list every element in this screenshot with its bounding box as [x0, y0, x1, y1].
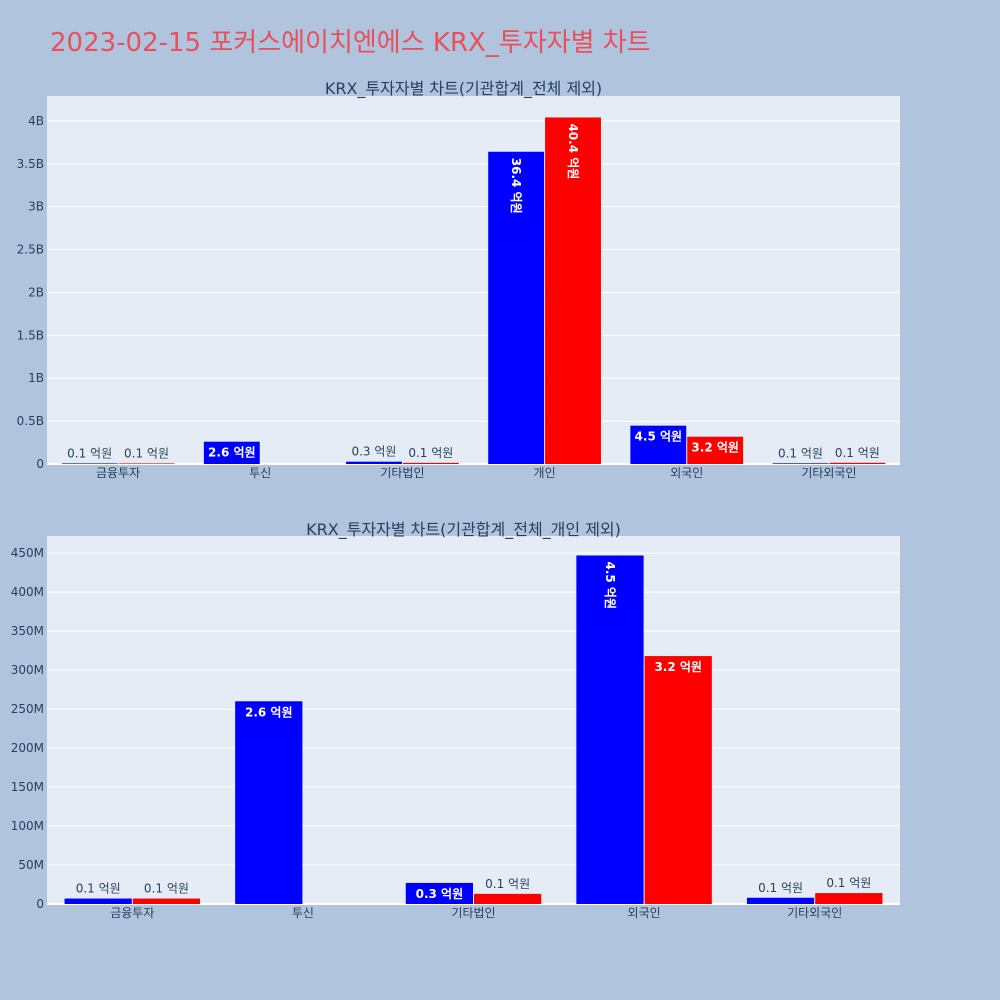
- bar-value-label: 0.1 억원: [67, 446, 112, 460]
- y-tick-label: 150M: [11, 780, 44, 794]
- bar-value-label: 0.1 억원: [485, 877, 530, 891]
- bar: [772, 463, 829, 464]
- y-tick-label: 450M: [11, 546, 44, 560]
- y-tick-label: 0.5B: [17, 414, 44, 428]
- bar: [235, 701, 303, 904]
- x-tick-label: 금융투자: [110, 906, 154, 920]
- bar: [576, 555, 644, 904]
- y-tick-label: 3B: [28, 200, 44, 214]
- bar-value-label: 2.6 억원: [208, 446, 256, 460]
- chart-title: KRX_투자자별 차트(기관합계_전체 제외): [325, 79, 602, 99]
- y-tick-label: 3.5B: [17, 157, 44, 171]
- plot-area: [47, 96, 900, 464]
- bar-value-label: 0.1 억원: [124, 446, 169, 460]
- bar: [545, 117, 601, 464]
- bar: [402, 462, 459, 464]
- chart-top: 0 0.5B 1B 1.5B 2B 2.5B 3B 3.5B 4B 금융투자 투신 기타법인 개인 외국인…: [17, 79, 900, 480]
- bar: [132, 898, 201, 904]
- bar: [203, 441, 260, 464]
- y-tick-label: 1B: [28, 371, 44, 385]
- x-tick-label: 개인: [534, 466, 556, 480]
- bar-value-label: 2.6 억원: [245, 705, 293, 719]
- bar-value-label: 0.1 억원: [778, 446, 823, 460]
- x-tick-label: 기타외국인: [787, 906, 842, 920]
- bar-value-label: 40.4 억원: [566, 123, 580, 179]
- bar-value-label: 3.2 억원: [691, 441, 739, 455]
- bar: [405, 882, 473, 904]
- bar: [346, 461, 402, 464]
- y-tick-label: 2B: [28, 285, 44, 299]
- x-tick-label: 기타법인: [451, 906, 495, 920]
- bar: [829, 462, 886, 464]
- x-tick-label: 투신: [292, 906, 314, 920]
- bar: [488, 151, 545, 464]
- bar-value-label: 36.4 억원: [509, 158, 523, 214]
- chart-title: KRX_투자자별 차트(기관합계_전체_개인 제외): [306, 520, 621, 540]
- page-title: 2023-02-15 포커스에이치엔에스 KRX_투자자별 차트: [50, 28, 651, 58]
- y-tick-label: 200M: [11, 741, 44, 755]
- x-tick-label: 기타법인: [380, 466, 424, 480]
- chart-bottom: 0 50M 100M 150M 200M 250M 300M 350M 400M 450M 금융투자…: [11, 520, 900, 920]
- bar-value-label: 0.1 억원: [76, 882, 121, 896]
- bar: [118, 463, 175, 464]
- y-tick-label: 400M: [11, 585, 44, 599]
- bar: [630, 425, 687, 464]
- bar-value-label: 0.1 억원: [144, 882, 189, 896]
- x-tick-label: 외국인: [628, 906, 661, 920]
- y-tick-label: 350M: [11, 624, 44, 638]
- bar: [687, 436, 744, 464]
- bar: [644, 656, 712, 904]
- bar-value-label: 0.1 억원: [408, 446, 453, 460]
- x-tick-label: 기타외국인: [801, 466, 856, 480]
- plot-area: [47, 536, 900, 904]
- y-tick-label: 2.5B: [17, 243, 44, 257]
- y-tick-label: 0: [36, 457, 44, 471]
- bar: [61, 463, 118, 464]
- bar-value-label: 0.3 억원: [351, 445, 396, 459]
- bar-value-label: 4.5 억원: [635, 430, 683, 444]
- x-tick-label: 금융투자: [96, 466, 140, 480]
- y-tick-label: 1.5B: [17, 328, 44, 342]
- bar-value-label: 3.2 억원: [654, 660, 702, 674]
- bar-value-label: 0.1 억원: [758, 881, 803, 895]
- y-tick-label: 300M: [11, 663, 44, 677]
- y-tick-label: 250M: [11, 702, 44, 716]
- bar: [815, 893, 883, 904]
- y-tick-label: 4B: [28, 114, 44, 128]
- bar-value-label: 0.1 억원: [835, 446, 880, 460]
- x-tick-label: 외국인: [670, 466, 703, 480]
- y-tick-label: 0: [36, 897, 44, 911]
- bar: [746, 897, 815, 904]
- y-tick-label: 50M: [18, 858, 44, 872]
- bar-value-label: 4.5 억원: [603, 561, 617, 609]
- x-tick-label: 투신: [249, 466, 271, 480]
- bar-value-label: 0.3 억원: [416, 887, 464, 901]
- bar: [64, 898, 132, 904]
- bar: [474, 893, 542, 904]
- y-tick-label: 100M: [11, 819, 44, 833]
- bar-value-label: 0.1 억원: [826, 876, 871, 890]
